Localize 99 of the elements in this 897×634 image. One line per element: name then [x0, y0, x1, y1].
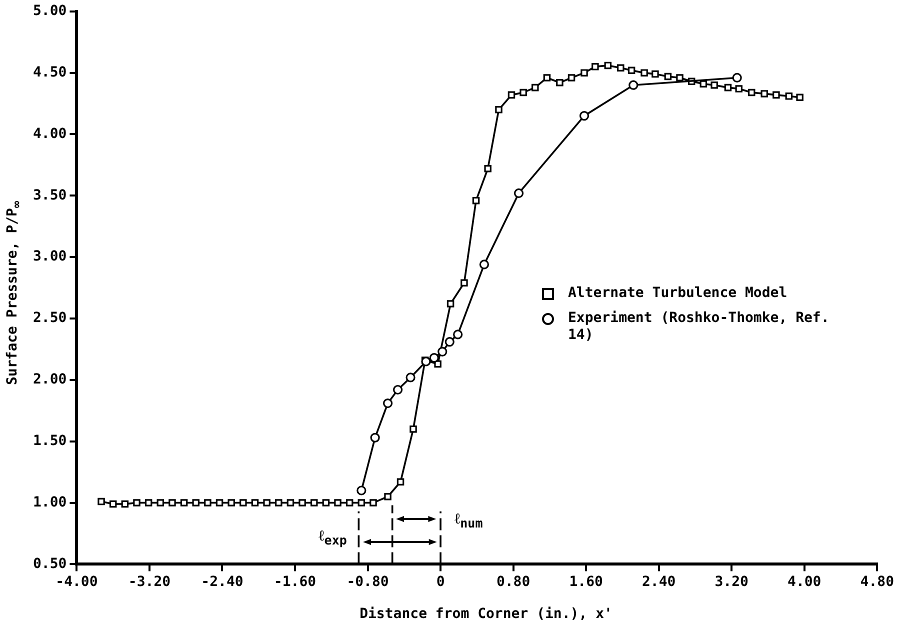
point	[251, 499, 259, 506]
annotation: ℓ$_{num}$	[454, 509, 483, 530]
point	[204, 499, 212, 506]
point	[628, 80, 638, 90]
y-tick-label: 2.00	[32, 372, 67, 388]
point	[568, 74, 576, 82]
x-tick-label: 2.40	[642, 574, 676, 590]
y-tick-label: 4.00	[32, 126, 67, 142]
y-tick-label: 5.00	[32, 3, 67, 20]
x-tick-label: -2.40	[201, 574, 244, 590]
point	[760, 90, 768, 98]
point	[410, 425, 417, 433]
point	[370, 499, 377, 506]
y-tick-label: 4.50	[32, 64, 67, 80]
point	[604, 62, 612, 70]
point	[121, 500, 129, 508]
x-tick-label: 0	[436, 574, 445, 590]
point	[532, 84, 539, 92]
point	[421, 356, 431, 366]
x-tick-label: -4.00	[56, 574, 98, 590]
x-tick-label: -3.20	[128, 574, 171, 590]
point	[228, 499, 235, 506]
point	[156, 499, 164, 506]
point	[109, 500, 117, 508]
point	[514, 188, 524, 198]
point	[479, 260, 490, 270]
point	[700, 80, 708, 88]
y-tick-label: 1.00	[32, 494, 67, 510]
point	[144, 499, 152, 506]
point	[216, 499, 224, 506]
point	[286, 499, 294, 506]
y-tick-label: 2.50	[32, 310, 67, 326]
point	[664, 72, 672, 80]
point	[472, 196, 480, 204]
x-tick-label: 0.80	[496, 574, 530, 590]
x-tick-label: 1.60	[569, 574, 603, 590]
point	[263, 499, 270, 506]
point	[617, 64, 624, 72]
point	[628, 66, 636, 74]
point	[438, 346, 448, 356]
x-tick-label: 3.20	[714, 574, 748, 590]
point	[384, 493, 392, 500]
point	[444, 337, 454, 347]
point	[392, 384, 403, 395]
annotation: ℓ$_{exp}$	[318, 526, 347, 548]
point	[772, 91, 780, 99]
point	[370, 432, 380, 442]
point	[748, 88, 756, 96]
x-tick-label: -0.80	[346, 574, 389, 590]
point	[735, 85, 743, 92]
point	[406, 372, 416, 382]
point	[508, 91, 516, 99]
point	[382, 398, 393, 408]
point	[180, 499, 188, 506]
point	[396, 478, 404, 486]
point	[429, 353, 439, 363]
x-tick-label: 4.00	[788, 574, 822, 590]
point	[310, 499, 318, 506]
point	[453, 330, 463, 340]
legend-label: Alternate Turbulence Model	[568, 285, 788, 302]
point	[275, 499, 282, 506]
point	[556, 79, 564, 86]
point	[356, 486, 366, 496]
point	[192, 499, 200, 506]
x-tick-label: -1.60	[274, 574, 316, 590]
y-tick-label: 0.50	[32, 556, 67, 572]
point	[785, 92, 793, 100]
y-tick-label: 3.50	[32, 187, 67, 204]
point	[240, 499, 247, 506]
point	[358, 499, 366, 506]
point	[710, 81, 718, 89]
point	[133, 499, 140, 506]
point	[520, 88, 527, 96]
point	[676, 74, 684, 82]
point	[652, 70, 659, 78]
x-axis-title: Distance from Corner (in.), x'	[360, 606, 612, 622]
point	[460, 279, 468, 287]
point	[579, 111, 590, 121]
point	[640, 69, 648, 76]
point	[796, 94, 804, 102]
point	[298, 499, 306, 506]
point	[580, 69, 588, 76]
point	[168, 499, 176, 506]
point	[484, 165, 492, 172]
point	[592, 63, 599, 70]
point	[98, 498, 105, 506]
point	[346, 499, 354, 506]
point	[495, 106, 502, 114]
y-tick-label: 3.00	[32, 248, 67, 265]
point	[334, 499, 342, 506]
point	[322, 499, 330, 506]
point	[724, 84, 732, 92]
y-tick-label: 1.50	[32, 432, 67, 449]
point	[446, 300, 454, 308]
x-tick-label: 4.80	[860, 574, 894, 590]
legend-label: Experiment (Roshko-Thomke, Ref. 14)	[568, 310, 830, 344]
point	[732, 72, 742, 83]
point	[434, 360, 442, 368]
point	[543, 74, 551, 82]
